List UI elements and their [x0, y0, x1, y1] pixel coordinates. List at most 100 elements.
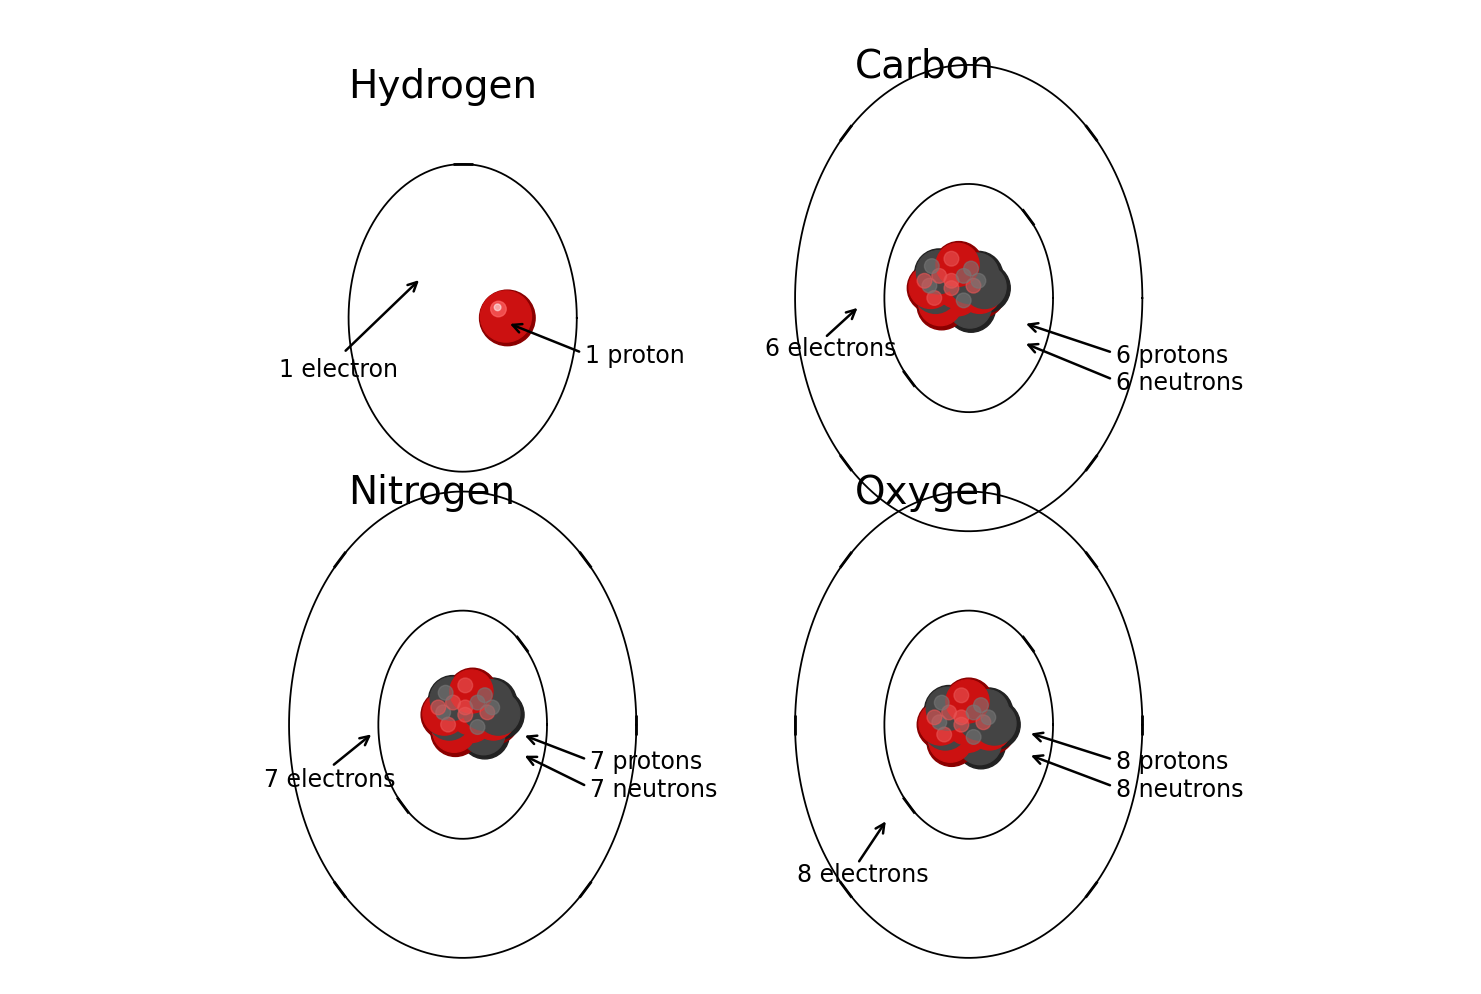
- Circle shape: [946, 702, 989, 746]
- Circle shape: [438, 686, 453, 701]
- Circle shape: [948, 285, 991, 329]
- Circle shape: [428, 697, 471, 741]
- Circle shape: [477, 692, 520, 736]
- Circle shape: [973, 702, 1016, 746]
- Circle shape: [936, 266, 979, 309]
- Circle shape: [469, 696, 484, 710]
- Circle shape: [912, 269, 961, 318]
- Circle shape: [917, 281, 966, 330]
- Circle shape: [432, 710, 475, 752]
- Circle shape: [958, 271, 1001, 314]
- Circle shape: [469, 680, 512, 724]
- Text: 1 electron: 1 electron: [278, 358, 398, 382]
- Circle shape: [945, 708, 994, 756]
- Circle shape: [914, 271, 957, 314]
- Circle shape: [954, 252, 1003, 301]
- Circle shape: [957, 720, 1006, 769]
- Circle shape: [441, 718, 456, 733]
- Circle shape: [918, 283, 963, 326]
- Text: Carbon: Carbon: [855, 48, 994, 85]
- Circle shape: [958, 722, 1001, 765]
- Circle shape: [450, 670, 493, 714]
- Circle shape: [943, 274, 958, 289]
- Circle shape: [450, 692, 493, 736]
- Circle shape: [954, 718, 969, 733]
- Circle shape: [957, 269, 972, 284]
- Circle shape: [935, 243, 983, 291]
- Circle shape: [917, 251, 960, 294]
- Circle shape: [927, 711, 942, 725]
- Circle shape: [937, 728, 952, 743]
- Circle shape: [924, 707, 967, 750]
- Circle shape: [966, 730, 980, 745]
- Circle shape: [927, 718, 976, 766]
- Circle shape: [955, 253, 998, 297]
- Text: 8 electrons: 8 electrons: [797, 862, 929, 886]
- Circle shape: [946, 680, 989, 724]
- Circle shape: [972, 701, 1020, 749]
- Circle shape: [976, 716, 991, 730]
- Circle shape: [946, 259, 995, 308]
- Circle shape: [935, 271, 983, 321]
- Circle shape: [495, 305, 501, 311]
- Circle shape: [461, 686, 509, 735]
- Circle shape: [924, 261, 967, 304]
- Circle shape: [935, 264, 983, 313]
- Circle shape: [954, 688, 969, 703]
- Text: 8 protons: 8 protons: [1115, 749, 1228, 773]
- Circle shape: [935, 696, 949, 711]
- Circle shape: [966, 690, 1009, 733]
- Circle shape: [936, 245, 979, 287]
- Text: Oxygen: Oxygen: [855, 474, 1004, 512]
- Circle shape: [918, 702, 963, 746]
- Circle shape: [924, 259, 939, 274]
- Text: 7 neutrons: 7 neutrons: [589, 777, 717, 801]
- Circle shape: [973, 698, 988, 713]
- Text: 1 proton: 1 proton: [585, 343, 684, 367]
- Text: 6 protons: 6 protons: [1115, 343, 1228, 367]
- Circle shape: [964, 688, 1013, 738]
- Circle shape: [963, 266, 1006, 309]
- Circle shape: [966, 279, 980, 294]
- Text: 7 electrons: 7 electrons: [264, 767, 395, 791]
- Circle shape: [461, 710, 509, 759]
- Text: 6 electrons: 6 electrons: [766, 336, 897, 360]
- Circle shape: [477, 688, 492, 703]
- Circle shape: [932, 696, 980, 745]
- Circle shape: [946, 710, 989, 752]
- Circle shape: [427, 696, 475, 745]
- Text: Hydrogen: Hydrogen: [348, 68, 538, 105]
- Circle shape: [468, 678, 517, 728]
- Circle shape: [435, 706, 450, 720]
- Circle shape: [428, 676, 477, 725]
- Circle shape: [929, 720, 972, 762]
- Circle shape: [480, 291, 535, 346]
- Circle shape: [437, 688, 481, 731]
- Circle shape: [480, 291, 532, 343]
- Circle shape: [961, 264, 1010, 313]
- Circle shape: [472, 697, 515, 741]
- Circle shape: [964, 261, 979, 276]
- Circle shape: [917, 274, 932, 289]
- Circle shape: [450, 700, 493, 743]
- Circle shape: [932, 716, 946, 730]
- Circle shape: [936, 273, 979, 316]
- Circle shape: [954, 711, 969, 725]
- Circle shape: [966, 706, 1016, 754]
- Circle shape: [449, 669, 498, 718]
- Circle shape: [943, 252, 958, 266]
- Circle shape: [942, 706, 957, 720]
- Circle shape: [957, 294, 972, 308]
- Circle shape: [908, 264, 957, 313]
- Circle shape: [969, 707, 1012, 750]
- Circle shape: [462, 688, 505, 731]
- Circle shape: [909, 266, 952, 309]
- Circle shape: [431, 708, 480, 756]
- Circle shape: [490, 302, 507, 317]
- Circle shape: [943, 281, 958, 296]
- Circle shape: [923, 259, 972, 308]
- Circle shape: [446, 696, 461, 710]
- Circle shape: [469, 720, 484, 735]
- Circle shape: [927, 291, 942, 306]
- Text: Nitrogen: Nitrogen: [348, 474, 515, 512]
